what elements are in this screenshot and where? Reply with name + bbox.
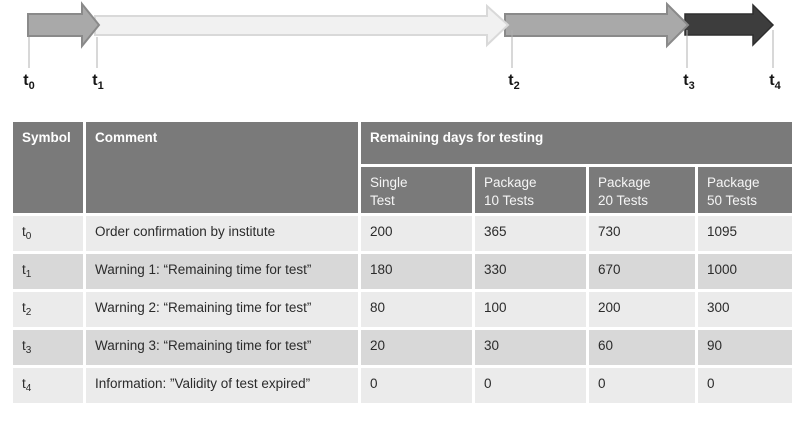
- value-cell: 200: [589, 292, 695, 328]
- symbol-cell: t1: [13, 254, 83, 290]
- value-cell: 0: [475, 368, 586, 404]
- col-header-package-20: Package 20 Tests: [589, 167, 695, 214]
- value-cell: 0: [698, 368, 793, 404]
- col-header-single-test: Single Test: [361, 167, 472, 214]
- validity-table: Symbol Comment Remaining days for testin…: [10, 119, 795, 406]
- validity-timeline: t0 t1 t2 t3 t4: [0, 0, 809, 100]
- comment-cell: Warning 3: “Remaining time for test”: [86, 330, 358, 366]
- comment-cell: Warning 2: “Remaining time for test”: [86, 292, 358, 328]
- col-header-comment: Comment: [86, 122, 358, 214]
- col-header-package-10: Package 10 Tests: [475, 167, 586, 214]
- validity-table-container: Symbol Comment Remaining days for testin…: [10, 119, 795, 406]
- table-row-t2: t2 Warning 2: “Remaining time for test” …: [13, 292, 793, 328]
- value-cell: 1095: [698, 216, 793, 252]
- value-cell: 60: [589, 330, 695, 366]
- value-cell: 670: [589, 254, 695, 290]
- symbol-cell: t3: [13, 330, 83, 366]
- value-cell: 1000: [698, 254, 793, 290]
- col-header-package-50: Package 50 Tests: [698, 167, 793, 214]
- col-header-remaining-days: Remaining days for testing: [361, 122, 793, 164]
- timeline-arrows-svg: [27, 1, 775, 68]
- symbol-cell: t4: [13, 368, 83, 404]
- value-cell: 365: [475, 216, 586, 252]
- table-header-row-2: Single Test Package 10 Tests Package 20 Tes…: [13, 167, 793, 214]
- value-cell: 200: [361, 216, 472, 252]
- timeline-arrow-segment-t3-t4: [684, 3, 775, 47]
- value-cell: 80: [361, 292, 472, 328]
- value-cell: 0: [361, 368, 472, 404]
- timeline-arrow-segment-t2-t3: [504, 1, 690, 49]
- timeline-label-t4: t4: [769, 72, 781, 92]
- timeline-label-t2: t2: [508, 72, 520, 92]
- timeline-label-t0: t0: [23, 72, 35, 92]
- value-cell: 0: [589, 368, 695, 404]
- table-row-t0: t0 Order confirmation by institute 200 3…: [13, 216, 793, 252]
- value-cell: 100: [475, 292, 586, 328]
- timeline-arrow-segment-t0-t1: [27, 1, 101, 49]
- value-cell: 30: [475, 330, 586, 366]
- table-row-t4: t4 Information: ”Validity of test expire…: [13, 368, 793, 404]
- value-cell: 20: [361, 330, 472, 366]
- timeline-arrow-segment-t1-t2: [94, 3, 510, 48]
- col-header-symbol: Symbol: [13, 122, 83, 214]
- comment-cell: Warning 1: “Remaining time for test”: [86, 254, 358, 290]
- timeline-label-t3: t3: [683, 72, 695, 92]
- value-cell: 300: [698, 292, 793, 328]
- symbol-cell: t2: [13, 292, 83, 328]
- table-row-t3: t3 Warning 3: “Remaining time for test” …: [13, 330, 793, 366]
- table-header-row-1: Symbol Comment Remaining days for testin…: [13, 122, 793, 214]
- comment-cell: Information: ”Validity of test expired”: [86, 368, 358, 404]
- timeline-label-t1: t1: [92, 72, 104, 92]
- comment-cell: Order confirmation by institute: [86, 216, 358, 252]
- value-cell: 180: [361, 254, 472, 290]
- value-cell: 330: [475, 254, 586, 290]
- value-cell: 90: [698, 330, 793, 366]
- value-cell: 730: [589, 216, 695, 252]
- symbol-cell: t0: [13, 216, 83, 252]
- table-row-t1: t1 Warning 1: “Remaining time for test” …: [13, 254, 793, 290]
